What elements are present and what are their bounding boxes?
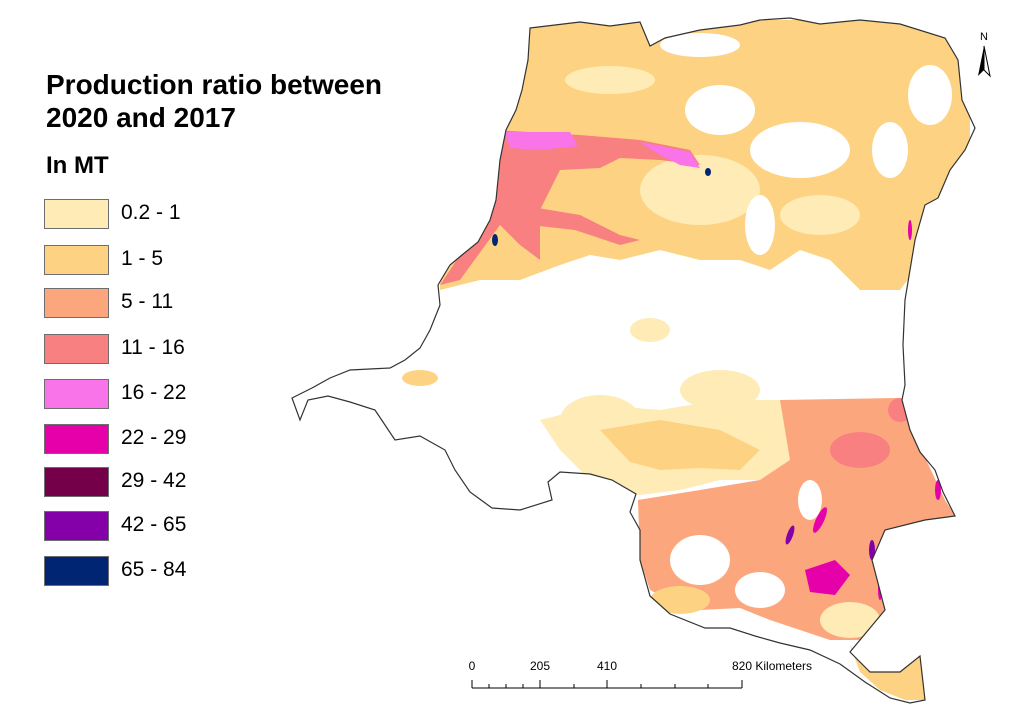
legend-label: 22 - 29	[121, 426, 187, 449]
north-gap	[872, 122, 908, 178]
north-light-patch	[640, 155, 760, 225]
legend-subtitle: In MT	[46, 152, 109, 179]
legend-swatch	[44, 245, 109, 275]
hotspot-southeast	[785, 525, 795, 545]
north-light-patch	[565, 66, 655, 94]
legend-label: 11 - 16	[121, 336, 185, 359]
northwest-hotspot	[640, 142, 700, 168]
north-arrow: N	[978, 31, 991, 78]
hotspot-east	[869, 540, 875, 560]
legend-swatch	[44, 288, 109, 318]
southeast-mid-zone	[888, 398, 912, 422]
north-arrow-right-icon	[983, 45, 991, 78]
legend-swatch	[44, 334, 109, 364]
southeast-light-patch	[820, 602, 880, 638]
legend-label: 0.2 - 1	[121, 201, 181, 224]
southeast-gap	[735, 572, 785, 608]
scale-bar: 0 205 410 820 Kilometers	[469, 659, 812, 689]
legend-swatch	[44, 379, 109, 409]
north-gap	[750, 122, 850, 178]
southeast-patch	[650, 586, 710, 614]
southeast-mid-zone	[830, 432, 890, 468]
legend-label: 29 - 42	[121, 469, 187, 492]
legend-label: 16 - 22	[121, 381, 187, 404]
raster-regions	[402, 20, 970, 700]
legend-label: 65 - 84	[121, 558, 187, 581]
central-light-patch	[630, 318, 670, 342]
northwest-dot	[492, 234, 498, 246]
west-patch	[402, 370, 438, 386]
scale-tick-label: 205	[530, 659, 550, 673]
north-gap	[908, 65, 952, 125]
hotspot-east	[908, 220, 912, 240]
north-gap	[660, 33, 740, 57]
scale-tick-label: 410	[597, 659, 617, 673]
northwest-river-band	[440, 130, 700, 285]
hotspot-southeast	[813, 507, 827, 533]
hotspot-east	[935, 480, 941, 500]
legend-swatch	[44, 511, 109, 541]
legend-swatch	[44, 424, 109, 454]
southeast-gap	[670, 535, 730, 585]
north-gap	[685, 85, 755, 135]
north-light-patch	[780, 195, 860, 235]
hotspot-southeast	[805, 560, 850, 595]
legend-label: 42 - 65	[121, 513, 187, 536]
legend-swatch	[44, 199, 109, 229]
legend-swatch	[44, 467, 109, 497]
northwest-dot	[705, 168, 711, 176]
north-arrow-label: N	[980, 31, 988, 43]
northwest-hotspot	[505, 132, 578, 150]
northwest-river-branch	[520, 205, 640, 245]
legend-swatch	[44, 556, 109, 586]
legend-label: 1 - 5	[121, 247, 164, 270]
north-arrow-left-icon	[978, 46, 984, 76]
north-gap	[745, 195, 775, 255]
scale-tick-label: 0	[469, 659, 476, 673]
map-title: Production ratio between 2020 and 2017	[46, 69, 383, 133]
scale-tick-label: 820 Kilometers	[732, 659, 812, 673]
south-belt	[600, 420, 760, 470]
legend-label: 5 - 11	[121, 290, 174, 313]
southeast-gap	[798, 480, 822, 520]
